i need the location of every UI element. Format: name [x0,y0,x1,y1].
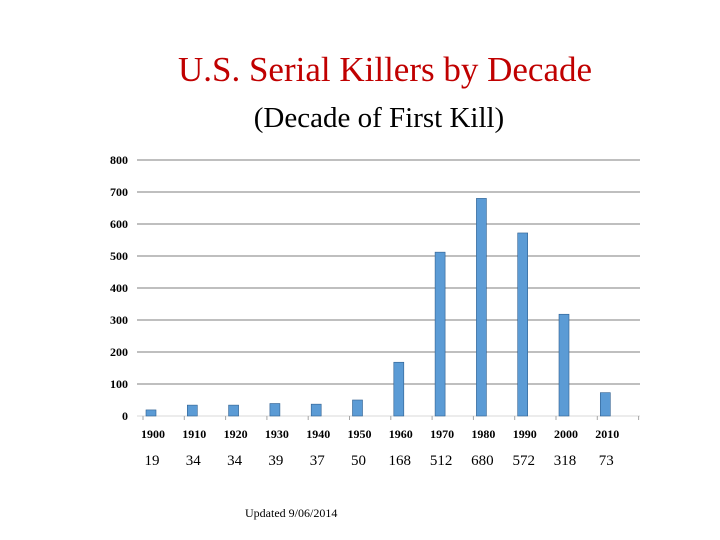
update-footnote: Updated 9/06/2014 [245,506,338,520]
x-tick-label: 1910 [182,427,206,441]
x-tick-label: 1960 [389,427,413,441]
bar-1960 [393,361,405,417]
data-label: 572 [512,453,535,469]
bar-1980 [476,198,487,417]
y-tick-label: 0 [122,409,128,423]
data-label: 512 [430,453,453,469]
y-tick-label: 500 [110,249,128,263]
bar-1930 [269,403,281,417]
bar-1910 [187,404,198,417]
y-tick-label: 700 [110,185,128,199]
data-label: 50 [351,453,366,469]
bar-1920 [228,404,239,417]
bar-2010 [599,392,611,417]
y-tick-label: 200 [110,345,128,359]
data-label: 34 [227,453,243,469]
x-tick-label: 1980 [471,427,495,441]
bar-1990 [517,232,529,417]
data-label: 73 [599,453,614,469]
y-tick-label: 800 [110,153,128,167]
x-tick-label: 1930 [265,427,289,441]
bar-1950 [352,399,363,417]
data-label: 680 [471,453,494,469]
data-label: 37 [310,453,326,469]
y-tick-label: 100 [110,377,128,391]
x-tick-label: 1990 [513,427,537,441]
bar-1940 [310,403,322,417]
x-tick-label: 1920 [224,427,248,441]
bar-1970 [434,251,446,417]
bar-1900 [145,409,157,417]
bar-2000 [558,313,570,417]
y-tick-label: 400 [110,281,128,295]
data-label: 318 [554,453,577,469]
chart-subtitle: (Decade of First Kill) [253,102,505,134]
x-tick-label: 2010 [595,427,619,441]
x-tick-label: 2000 [554,427,578,441]
y-tick-label: 300 [110,313,128,327]
data-label: 39 [268,453,283,469]
data-label: 19 [145,453,160,469]
chart-title: U.S. Serial Killers by Decade [177,50,593,89]
x-tick-label: 1950 [348,427,372,441]
data-label: 168 [389,453,412,469]
y-tick-label: 600 [110,217,128,231]
x-tick-label: 1900 [141,427,165,441]
x-tick-label: 1940 [306,427,330,441]
data-label: 34 [186,453,202,469]
x-tick-label: 1970 [430,427,454,441]
